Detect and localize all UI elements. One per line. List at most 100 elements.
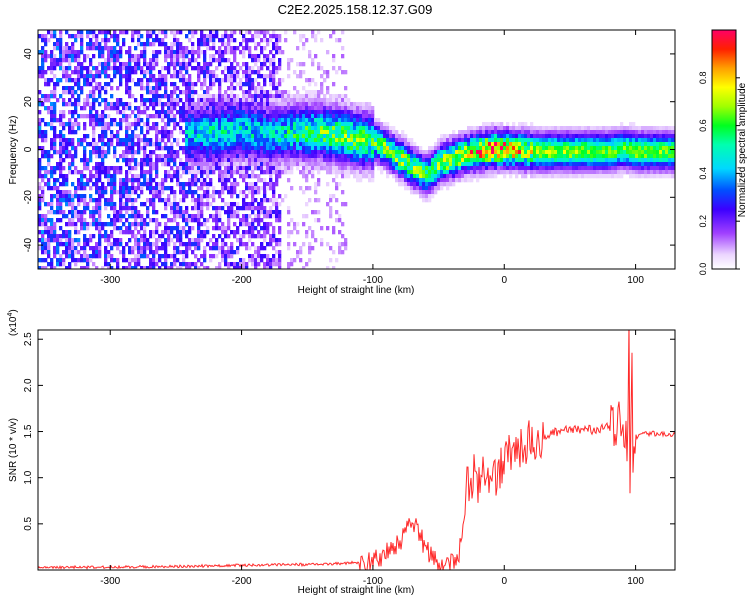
heatmap-cell bbox=[518, 138, 522, 143]
heatmap-cell bbox=[191, 66, 195, 71]
heatmap-cell bbox=[533, 126, 537, 131]
heatmap-cell bbox=[485, 158, 489, 163]
heatmap-cell bbox=[164, 158, 168, 163]
heatmap-cell bbox=[209, 102, 213, 107]
heatmap-cell bbox=[89, 178, 93, 183]
heatmap-cell bbox=[479, 126, 483, 131]
heatmap-cell bbox=[62, 194, 66, 199]
heatmap-cell bbox=[278, 146, 282, 151]
heatmap-cell bbox=[539, 154, 543, 159]
heatmap-cell bbox=[77, 70, 81, 75]
heatmap-cell bbox=[164, 186, 168, 191]
heatmap-cell bbox=[146, 238, 150, 243]
heatmap-cell bbox=[311, 134, 315, 139]
heatmap-cell bbox=[296, 118, 300, 123]
heatmap-cell bbox=[119, 206, 123, 211]
heatmap-cell bbox=[413, 174, 417, 179]
heatmap-cell bbox=[155, 210, 159, 215]
heatmap-cell bbox=[488, 150, 492, 155]
heatmap-cell bbox=[353, 138, 357, 143]
heatmap-cell bbox=[326, 90, 330, 95]
heatmap-cell bbox=[161, 66, 165, 71]
heatmap-cell bbox=[188, 142, 192, 147]
heatmap-cell bbox=[179, 98, 183, 103]
heatmap-cell bbox=[194, 262, 198, 267]
heatmap-cell bbox=[359, 170, 363, 175]
heatmap-cell bbox=[146, 30, 150, 35]
heatmap-cell bbox=[317, 102, 321, 107]
heatmap-cell bbox=[71, 46, 75, 51]
heatmap-cell bbox=[239, 218, 243, 223]
heatmap-cell bbox=[167, 50, 171, 55]
heatmap-cell bbox=[218, 154, 222, 159]
heatmap-cell bbox=[107, 54, 111, 59]
heatmap-cell bbox=[95, 42, 99, 47]
heatmap-cell bbox=[68, 170, 72, 175]
heatmap-cell bbox=[209, 246, 213, 251]
heatmap-cell bbox=[245, 154, 249, 159]
heatmap-cell bbox=[359, 146, 363, 151]
heatmap-cell bbox=[83, 54, 87, 59]
heatmap-cell bbox=[371, 170, 375, 175]
heatmap-cell bbox=[200, 134, 204, 139]
heatmap-cell bbox=[254, 186, 258, 191]
heatmap-cell bbox=[416, 170, 420, 175]
heatmap-cell bbox=[308, 54, 312, 59]
heatmap-cell bbox=[524, 146, 528, 151]
heatmap-cell bbox=[332, 150, 336, 155]
heatmap-cell bbox=[341, 70, 345, 75]
heatmap-cell bbox=[89, 38, 93, 43]
heatmap-cell bbox=[143, 134, 147, 139]
heatmap-cell bbox=[83, 82, 87, 87]
heatmap-cell bbox=[539, 150, 543, 155]
heatmap-cell bbox=[515, 150, 519, 155]
heatmap-cell bbox=[347, 118, 351, 123]
heatmap-cell bbox=[278, 38, 282, 43]
heatmap-cell bbox=[278, 214, 282, 219]
heatmap-cell bbox=[491, 150, 495, 155]
heatmap-cell bbox=[140, 98, 144, 103]
heatmap-cell bbox=[143, 242, 147, 247]
heatmap-cell bbox=[290, 114, 294, 119]
heatmap-cell bbox=[338, 154, 342, 159]
heatmap-cell bbox=[578, 170, 582, 175]
heatmap-cell bbox=[299, 170, 303, 175]
heatmap-cell bbox=[107, 138, 111, 143]
heatmap-cell bbox=[74, 110, 78, 115]
heatmap-cell bbox=[98, 138, 102, 143]
heatmap-cell bbox=[254, 142, 258, 147]
heatmap-cell bbox=[386, 146, 390, 151]
heatmap-cell bbox=[110, 34, 114, 39]
heatmap-cell bbox=[197, 38, 201, 43]
heatmap-cell bbox=[338, 166, 342, 171]
heatmap-cell bbox=[179, 230, 183, 235]
heatmap-cell bbox=[416, 162, 420, 167]
heatmap-cell bbox=[275, 262, 279, 267]
heatmap-cell bbox=[269, 74, 273, 79]
heatmap-cell bbox=[341, 130, 345, 135]
heatmap-cell bbox=[485, 138, 489, 143]
heatmap-cell bbox=[86, 42, 90, 47]
heatmap-cell bbox=[170, 174, 174, 179]
heatmap-cell bbox=[143, 138, 147, 143]
heatmap-cell bbox=[80, 182, 84, 187]
heatmap-cell bbox=[461, 130, 465, 135]
heatmap-cell bbox=[56, 246, 60, 251]
heatmap-cell bbox=[113, 182, 117, 187]
heatmap-cell bbox=[383, 150, 387, 155]
heatmap-cell bbox=[212, 226, 216, 231]
heatmap-cell bbox=[128, 250, 132, 255]
heatmap-cell bbox=[98, 206, 102, 211]
heatmap-cell bbox=[71, 170, 75, 175]
heatmap-cell bbox=[368, 178, 372, 183]
heatmap-cell bbox=[545, 166, 549, 171]
heatmap-cell bbox=[509, 158, 513, 163]
heatmap-cell bbox=[203, 194, 207, 199]
heatmap-cell bbox=[224, 42, 228, 47]
heatmap-cell bbox=[203, 250, 207, 255]
heatmap-cell bbox=[131, 210, 135, 215]
heatmap-cell bbox=[464, 134, 468, 139]
heatmap-cell bbox=[176, 94, 180, 99]
heatmap-cell bbox=[83, 266, 87, 269]
heatmap-cell bbox=[230, 242, 234, 247]
